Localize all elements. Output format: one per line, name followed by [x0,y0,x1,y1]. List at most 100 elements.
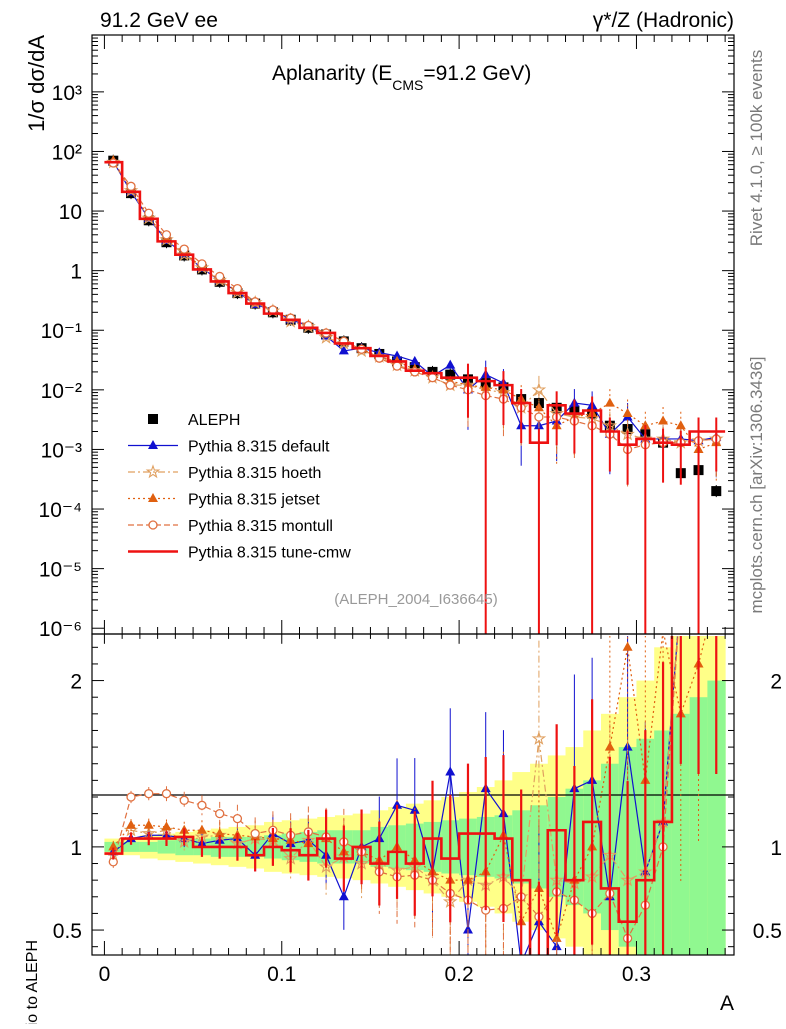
ratio-y-tick-label: 0.5 [53,920,82,943]
ratio-marker-hoeth [318,859,334,874]
legend-item-cmw: Pythia 8.315 tune-cmw [128,545,351,562]
legend-label-montull: Pythia 8.315 montull [188,518,333,535]
main-marker-montull [534,412,544,422]
main-marker-hoeth [531,382,547,397]
ratio-series-cmw [104,634,718,955]
ratio-top-mask [80,634,746,636]
main-marker-jetset [622,408,633,418]
legend-marker-montull [148,520,158,530]
legend-label-data: ALEPH [188,412,240,429]
ratio-y-tick-label: 2 [70,671,82,694]
main-marker-montull [232,283,243,294]
ratio-marker-montull [126,792,136,802]
main-marker-jetset [658,415,669,425]
main-marker-jetset [604,397,615,407]
main-y-tick-label: 10⁻⁴ [39,499,82,522]
legend-marker-data [148,414,158,424]
plot-title: Aplanarity (ECMS=91.2 GeV) [272,62,531,93]
main-y-tick-label: 10² [52,141,82,164]
main-marker-montull [215,271,225,282]
main-marker-jetset [640,420,651,430]
legend-label-default: Pythia 8.315 default [188,439,330,456]
ratio-marker-montull [144,789,154,799]
legend-label-hoeth: Pythia 8.315 hoeth [188,465,321,482]
ratio-marker-hoeth [531,731,547,745]
ratio-marker-montull [179,795,189,805]
aleph-point [445,369,456,380]
main-marker-hoeth [230,284,245,299]
x-tick-label: 0 [99,963,111,986]
plot-title-main: Aplanarity (E [272,62,392,85]
main-y-tick-label: 10⁻⁵ [39,559,82,582]
header-left: 91.2 GeV ee [100,9,218,32]
main-marker-default [338,345,349,355]
legend-item-hoeth: Pythia 8.315 hoeth [128,464,321,482]
ratio-band-green [689,697,708,955]
ratio-marker-jetset [214,828,225,838]
ratio-band-green [139,841,159,852]
ratio-bottom-mask [80,955,746,985]
mcplots-label: mcplots.cern.ch [arXiv:1306.3436] [747,356,766,613]
main-marker-default [409,355,420,365]
rivet-label: Rivet 4.1.0, ≥ 100k events [747,50,766,246]
main-series-cmw [104,160,726,634]
main-y-axis-title: 1/σ dσ/dA [24,35,49,132]
legend-item-default: Pythia 8.315 default [128,439,330,456]
legend-item-montull: Pythia 8.315 montull [128,518,333,535]
ratio-line-montull [112,634,679,940]
ratio-y-tick-label-right: 1 [770,837,782,860]
ratio-series-layer [104,634,718,955]
main-y-tick-label: 10⁻³ [41,439,82,462]
ratio-marker-jetset [108,841,119,851]
legend-marker-default [148,440,158,449]
main-line-montull [112,162,717,451]
ratio-y-tick-label: 1 [70,837,82,860]
ratio-y-axis-title: Ratio to ALEPH [24,940,41,1024]
ratio-marker-jetset [161,821,172,831]
ratio-marker-default [338,891,349,901]
ratio-marker-default [392,799,403,809]
main-y-tick-label: 10⁻² [41,380,82,403]
ratio-marker-jetset [604,741,615,751]
main-y-tick-label: 10⁻¹ [41,320,82,343]
main-marker-montull [126,181,136,191]
ratio-y-axis: 0.5 0.5 1 1 2 2 [53,646,782,948]
main-marker-montull [144,208,154,218]
ratio-marker-montull [197,800,207,810]
ratio-line-cmw [104,634,674,955]
main-line-cmw [104,160,726,447]
ratio-marker-montull [161,789,172,799]
main-y-tick-label: 10³ [52,82,82,105]
legend-item-jetset: Pythia 8.315 jetset [128,492,320,509]
x-tick-label: 0.2 [445,963,474,986]
ratio-marker-default [462,924,473,934]
main-marker-default [392,350,403,360]
ratio-marker-montull [250,828,260,839]
main-series-layer [104,154,726,634]
legend: ALEPH Pythia 8.315 default Pythia 8.315 ho… [128,412,351,562]
ratio-marker-default [445,766,456,776]
x-tick-label: 0.3 [622,963,651,986]
main-y-axis: 10⁻⁶ 10⁻⁵ 10⁻⁴ 10⁻³ 10⁻² 10⁻¹ 1 10 10² 10³ [39,34,734,641]
legend-marker-hoeth [145,464,161,479]
main-y-tick-label: 1 [70,261,82,284]
legend-label-jetset: Pythia 8.315 jetset [188,492,320,509]
main-marker-montull [427,373,438,383]
ratio-marker-jetset [126,819,137,829]
main-marker-hoeth [141,210,157,225]
legend-marker-jetset [148,493,158,502]
plot-title-sub: CMS [392,77,423,93]
x-axis-title: A [720,992,734,1015]
main-marker-montull [161,230,172,240]
ratio-marker-jetset [143,819,154,829]
ratio-band-green [122,841,141,852]
legend-item-data: ALEPH [148,412,240,429]
ratio-y-tick-label-right: 0.5 [753,920,782,943]
x-tick-label: 0.1 [267,963,296,986]
x-axis: 0 0.1 0.2 0.3 [99,35,726,986]
ratio-marker-jetset [551,932,562,942]
ratio-marker-jetset [196,824,207,834]
aleph-point [711,486,722,497]
ratio-band-green [707,680,726,955]
main-marker-montull [445,380,455,390]
